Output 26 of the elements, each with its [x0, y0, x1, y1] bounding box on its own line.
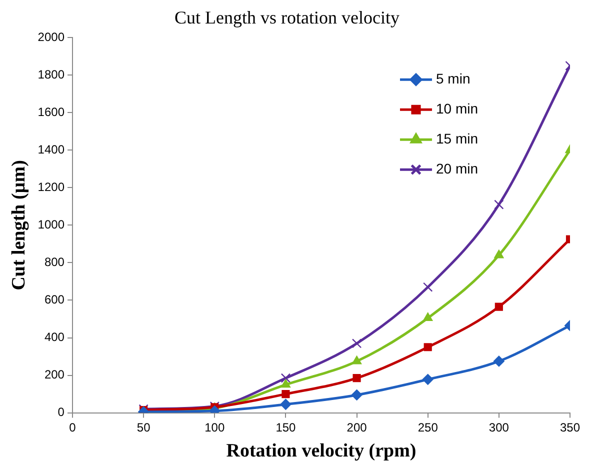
y-tick-label: 1000: [38, 218, 65, 232]
x-tick-label: 0: [69, 420, 76, 434]
y-tick-label: 1800: [38, 67, 65, 82]
x-tick-label: 200: [346, 420, 368, 434]
x-tick-label: 300: [488, 420, 510, 434]
x-axis-title: Rotation velocity (rpm): [226, 440, 416, 462]
x-tick-label: 150: [276, 420, 296, 434]
y-axis-title: Cut length (µm): [8, 160, 30, 290]
x-tick-label: 100: [204, 420, 225, 434]
y-tick-label: 2000: [38, 30, 65, 44]
x-tick-label: 50: [136, 420, 151, 434]
y-tick-label: 600: [44, 292, 65, 307]
x-tick-label: 250: [418, 420, 438, 434]
legend-label: 15 min: [436, 130, 478, 146]
x-tick-label: 350: [560, 420, 580, 434]
chart-title: Cut Length vs rotation velocity: [174, 8, 400, 28]
y-tick-label: 1200: [38, 180, 65, 194]
y-tick-label: 200: [44, 368, 65, 382]
legend-label: 5 min: [436, 70, 470, 86]
y-tick-label: 0: [58, 405, 65, 420]
legend-label: 20 min: [436, 160, 478, 176]
y-tick-label: 1600: [38, 104, 65, 119]
y-tick-label: 1400: [38, 142, 65, 156]
y-tick-label: 400: [44, 330, 65, 344]
y-tick-label: 800: [44, 255, 65, 270]
legend-label: 10 min: [436, 100, 478, 116]
